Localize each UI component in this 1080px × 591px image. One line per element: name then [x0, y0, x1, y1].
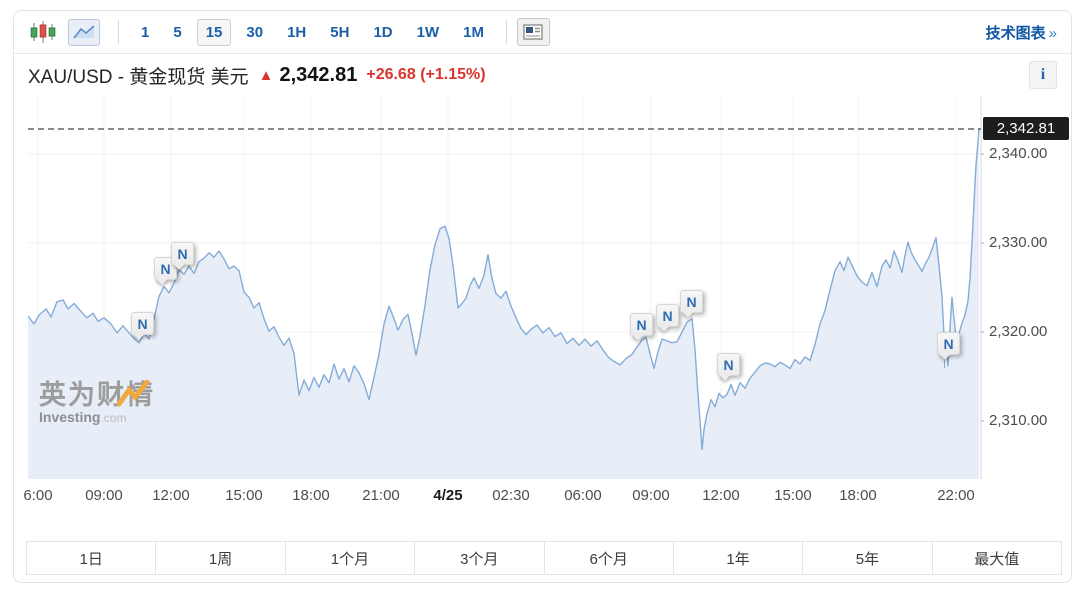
interval-button-1w[interactable]: 1W [416, 23, 440, 41]
chart-toolbar: 1 5 15 30 1H 5H 1D 1W 1M 技术图表» [14, 11, 1071, 54]
interval-button-5h[interactable]: 5H [330, 23, 350, 41]
toolbar-divider [505, 20, 507, 44]
y-axis-label: 2,320.00 [989, 323, 1048, 340]
news-marker[interactable]: N [656, 304, 679, 327]
x-axis-label: 06:00 [564, 487, 602, 504]
area-chart-icon[interactable] [68, 18, 100, 46]
watermark: 英为财情 Investing.com [39, 380, 155, 426]
x-axis-label: 18:00 [839, 487, 877, 504]
area-chart-glyph [73, 25, 95, 39]
range-button-1年[interactable]: 1年 [672, 542, 802, 574]
watermark-cn: 英为财情 [39, 380, 155, 410]
interval-buttons: 1 5 15 30 1H 5H 1D 1W 1M [129, 18, 496, 46]
technical-chart-label: 技术图表 [985, 24, 1046, 42]
news-marker[interactable]: N [131, 312, 154, 335]
interval-button-5[interactable]: 5 [173, 23, 182, 41]
price-area-fill [28, 129, 979, 479]
x-axis-label: 09:00 [632, 487, 670, 504]
candlestick-glyph [30, 21, 56, 43]
technical-chart-link[interactable]: 技术图表» [986, 22, 1057, 43]
range-selector-bar: 1日 1周 1个月 3个月 6个月 1年 5年 最大值 [26, 541, 1062, 575]
news-marker[interactable]: N [630, 313, 653, 336]
chart-plot[interactable] [28, 96, 984, 490]
chart-widget-card: 1 5 15 30 1H 5H 1D 1W 1M 技术图表» XAU/USD - 黄金现货 美元… [13, 10, 1072, 583]
range-button-5年[interactable]: 5年 [802, 542, 931, 574]
range-button-最大值[interactable]: 最大值 [931, 542, 1061, 574]
price-chart-area: 英为财情 Investing.com 2,342.81 2,340.00 2,33… [14, 96, 1071, 511]
x-axis-label: 18:00 [292, 487, 330, 504]
interval-button-1d[interactable]: 1D [373, 23, 393, 41]
interval-button-30[interactable]: 30 [246, 23, 264, 41]
toolbar-divider [118, 20, 119, 44]
price-up-arrow-icon: ▲ [258, 66, 274, 84]
range-button-1个月[interactable]: 1个月 [284, 542, 414, 574]
news-marker[interactable]: N [171, 242, 194, 265]
x-axis-label: 12:00 [702, 487, 740, 504]
candlestick-chart-icon[interactable] [28, 18, 58, 46]
last-price: 2,342.81 [279, 63, 358, 86]
x-axis-label: 12:00 [152, 487, 190, 504]
y-axis-label: 2,340.00 [989, 145, 1048, 162]
x-axis-label: 02:30 [492, 487, 530, 504]
range-button-6个月[interactable]: 6个月 [543, 542, 673, 574]
x-axis-label: 21:00 [362, 487, 400, 504]
range-button-3个月[interactable]: 3个月 [414, 542, 543, 574]
instrument-header: XAU/USD - 黄金现货 美元 ▲ 2,342.81 +26.68 (+1.… [14, 54, 1071, 96]
y-axis-label: 2,330.00 [989, 234, 1048, 251]
y-axis-label: 2,310.00 [989, 412, 1048, 429]
news-marker[interactable]: N [680, 290, 703, 313]
x-axis-label: 6:00 [23, 487, 53, 504]
news-layout-glyph [523, 24, 544, 40]
x-axis-label: 15:00 [225, 487, 263, 504]
last-price-tag: 2,342.81 [983, 117, 1069, 141]
news-marker[interactable]: N [937, 332, 960, 355]
watermark-en: Investing.com [39, 409, 127, 425]
y-axis-ticks [981, 153, 984, 422]
x-axis-label: 15:00 [774, 487, 812, 504]
interval-button-1m[interactable]: 1M [463, 23, 484, 41]
news-marker-stem [944, 356, 945, 368]
interval-button-15[interactable]: 15 [196, 18, 232, 46]
interval-button-1h[interactable]: 1H [287, 23, 307, 41]
instrument-title: XAU/USD - 黄金现货 美元 [28, 66, 249, 88]
range-button-1周[interactable]: 1周 [155, 542, 284, 574]
x-axis-label: 4/25 [433, 487, 463, 504]
news-layout-icon[interactable] [516, 18, 550, 46]
news-marker[interactable]: N [717, 353, 740, 376]
chevron-right-icon: » [1048, 24, 1057, 42]
info-icon[interactable]: i [1029, 61, 1057, 89]
interval-button-1[interactable]: 1 [141, 23, 150, 41]
x-axis-label: 09:00 [85, 487, 123, 504]
price-change: +26.68 (+1.15%) [366, 66, 486, 83]
x-axis-label: 22:00 [937, 487, 975, 504]
price-line [28, 128, 980, 451]
range-button-1日[interactable]: 1日 [79, 550, 103, 568]
